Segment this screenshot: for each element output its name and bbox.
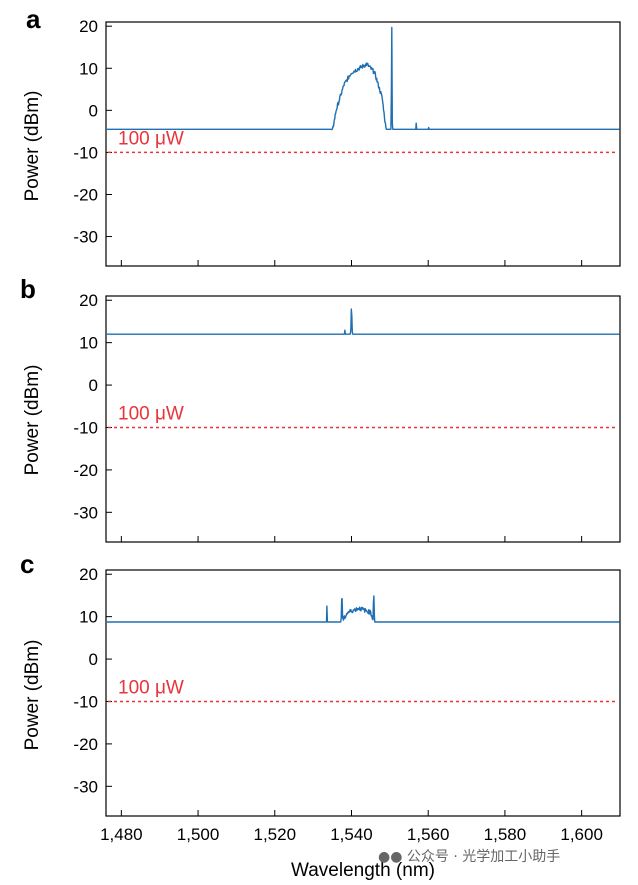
x-tick-label: 1,480 (100, 825, 143, 844)
watermark: ●● 公众号 · 光学加工小助手 (378, 846, 560, 866)
panel-a: a Power (dBm) -30 -20 -10 0 10 20 100 μW (22, 4, 621, 267)
axis-ticks: -30 -20 -10 0 10 20 1,480 1,500 1,520 1,540 1,560 1… (73, 565, 602, 844)
y-tick-label: 10 (79, 334, 98, 353)
x-tick-label: 1,520 (254, 825, 297, 844)
x-tick-label: 1,580 (484, 825, 527, 844)
panel-b: b Power (dBm) -30 -20 -10 0 10 20 100 μW (20, 274, 621, 543)
x-tick-label: 1,500 (177, 825, 220, 844)
watermark-text: 公众号 · 光学加工小助手 (406, 849, 561, 865)
y-tick-label: -10 (73, 692, 98, 711)
y-tick-label: 10 (79, 59, 98, 78)
axis-ticks: -30 -20 -10 0 10 20 (73, 291, 583, 542)
panel-c: c Power (dBm) -30 -20 -10 0 10 20 1,480 1,500 1,… (20, 549, 621, 881)
spectrum-trace (105, 595, 620, 623)
panel-letter: c (20, 549, 34, 579)
y-tick-label: 0 (89, 376, 98, 395)
y-tick-label: 0 (89, 101, 98, 120)
x-tick-label: 1,540 (330, 825, 373, 844)
y-tick-label: 20 (79, 565, 98, 584)
y-tick-label: -10 (73, 418, 98, 437)
y-axis-title: Power (dBm) (22, 365, 43, 476)
panel-letter: b (20, 274, 36, 304)
plot-frame (105, 569, 621, 817)
spectrum-trace (105, 26, 620, 131)
y-tick-label: -20 (73, 735, 98, 754)
threshold-label: 100 μW (118, 128, 184, 149)
y-tick-label: -30 (73, 228, 98, 247)
spectrum-trace (105, 308, 620, 335)
y-tick-label: -30 (73, 503, 98, 522)
threshold-label: 100 μW (118, 403, 184, 424)
x-tick-label: 1,560 (407, 825, 450, 844)
x-tick-label: 1,600 (560, 825, 603, 844)
threshold-label: 100 μW (118, 677, 184, 698)
plot-frame (105, 21, 621, 267)
spectrum-line (105, 595, 620, 623)
y-tick-label: -30 (73, 777, 98, 796)
wechat-icon: ●● (378, 849, 403, 865)
spectrum-line (105, 26, 620, 131)
y-tick-label: 20 (79, 17, 98, 36)
spectrum-line (105, 308, 620, 335)
y-tick-label: 20 (79, 291, 98, 310)
y-axis-title: Power (dBm) (22, 640, 43, 751)
y-tick-label: -10 (73, 143, 98, 162)
y-tick-label: -20 (73, 185, 98, 204)
panel-letter: a (26, 4, 41, 34)
x-axis-title: Wavelength (nm) (291, 860, 435, 881)
y-tick-label: -20 (73, 461, 98, 480)
y-tick-label: 0 (89, 650, 98, 669)
y-axis-title: Power (dBm) (22, 91, 43, 202)
y-tick-label: 10 (79, 608, 98, 627)
axis-ticks: -30 -20 -10 0 10 20 (73, 17, 583, 266)
plot-frame (105, 295, 621, 543)
